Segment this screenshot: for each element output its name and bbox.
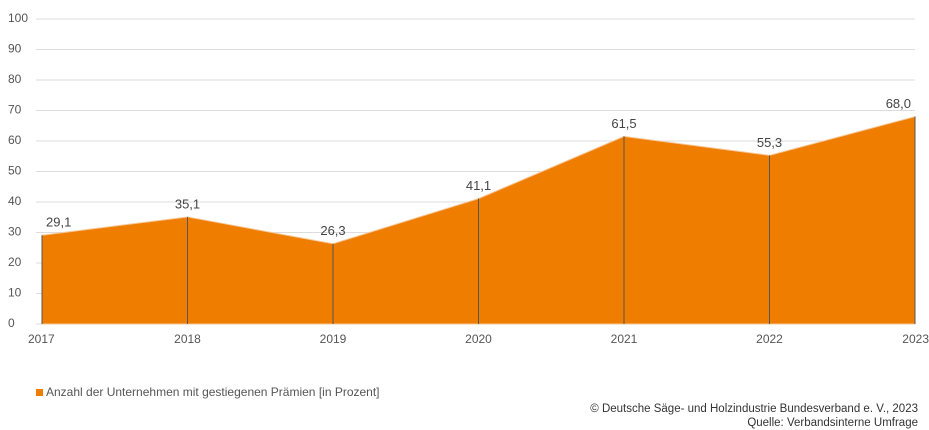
value-label: 68,0	[886, 96, 911, 111]
value-label: 29,1	[46, 215, 71, 230]
y-tick-label: 100	[8, 11, 28, 25]
y-tick-label: 30	[8, 225, 22, 239]
y-tick-label: 40	[8, 194, 22, 208]
x-tick-label: 2023	[902, 332, 929, 346]
x-tick-label: 2022	[756, 332, 783, 346]
x-tick-label: 2021	[611, 332, 638, 346]
y-tick-label: 50	[8, 164, 22, 178]
x-tick-label: 2018	[174, 332, 201, 346]
y-tick-label: 20	[8, 255, 22, 269]
x-tick-label: 2019	[320, 332, 347, 346]
y-tick-label: 60	[8, 133, 22, 147]
value-label: 26,3	[320, 223, 345, 238]
source-note: © Deutsche Säge- und Holzindustrie Bunde…	[590, 403, 918, 415]
y-tick-label: 10	[8, 286, 22, 300]
value-label: 35,1	[175, 196, 200, 211]
value-label: 61,5	[611, 116, 636, 131]
x-tick-label: 2020	[465, 332, 492, 346]
y-tick-label: 80	[8, 72, 22, 86]
y-tick-label: 90	[8, 42, 22, 56]
y-tick-label: 70	[8, 103, 22, 117]
value-label: 41,1	[466, 178, 491, 193]
source-note: Quelle: Verbandsinterne Umfrage	[747, 417, 918, 429]
value-label: 55,3	[757, 135, 782, 150]
legend-label: Anzahl der Unternehmen mit gestiegenen P…	[46, 385, 380, 399]
x-tick-label: 2017	[28, 332, 55, 346]
legend-swatch	[36, 389, 43, 396]
y-tick-label: 0	[8, 316, 15, 330]
